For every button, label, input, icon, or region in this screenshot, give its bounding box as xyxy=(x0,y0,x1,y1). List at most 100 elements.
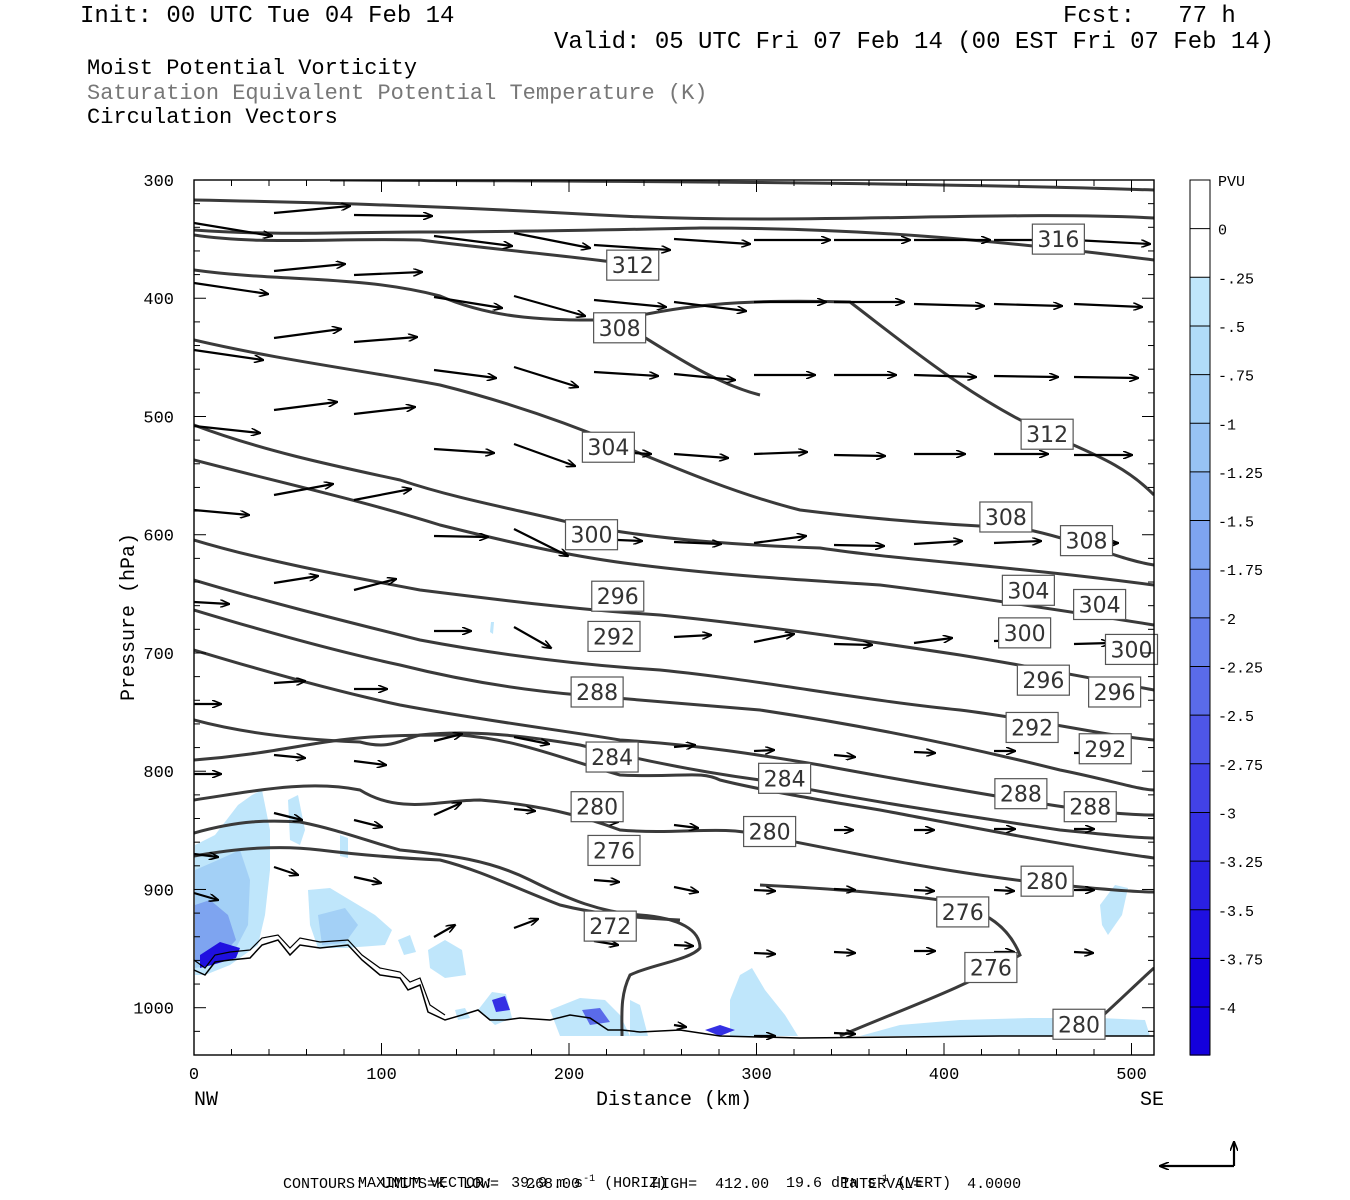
contour-label-box xyxy=(1063,791,1117,823)
circulation-vector xyxy=(673,745,695,747)
y-tick-label: 600 xyxy=(143,528,174,547)
circulation-vector xyxy=(913,752,935,753)
circulation-vector xyxy=(913,638,952,645)
colorbar-swatch xyxy=(1190,228,1210,278)
circulation-vector xyxy=(193,508,249,515)
y-tick-label: 700 xyxy=(143,646,174,665)
colorbar-label: -1.75 xyxy=(1218,563,1263,580)
axis-ticks xyxy=(193,179,1154,1055)
contour-label-box xyxy=(570,676,624,708)
contour-312-upper xyxy=(194,226,1154,262)
circulation-vector xyxy=(513,528,568,556)
contour-label: 292 xyxy=(1011,716,1053,741)
contour-label: 300 xyxy=(571,524,613,549)
colorbar-swatch xyxy=(1190,812,1210,862)
pv-area-o xyxy=(455,1008,470,1020)
colorbar-label: -3.25 xyxy=(1218,855,1263,872)
contour-label-box xyxy=(591,580,645,612)
circulation-vector xyxy=(433,295,502,308)
colorbar-swatch xyxy=(1190,909,1210,959)
circulation-vector xyxy=(353,215,432,216)
colorbar-swatch xyxy=(1190,374,1210,424)
contour-label: 308 xyxy=(599,317,641,342)
circulation-vector xyxy=(1073,238,1150,244)
reference-vector xyxy=(1160,1142,1234,1166)
circulation-vector xyxy=(193,891,218,900)
contour-label-box xyxy=(1016,664,1070,696)
max-vector-horiz-tag: (HORIZ) xyxy=(604,1175,668,1192)
contour-labels: 316 312 308 312 304 308 300 308 304 304 296 300 292 3… xyxy=(564,223,1159,1040)
y-tick-label: 300 xyxy=(143,173,174,192)
contour-label: 284 xyxy=(764,767,806,792)
contour-label: 280 xyxy=(576,796,618,821)
colorbar-label: -.5 xyxy=(1218,320,1245,337)
colorbar-swatch xyxy=(1190,180,1210,229)
x-axis-right-label: SE xyxy=(1140,1089,1164,1112)
contour-316-top xyxy=(329,180,1154,192)
circulation-vector xyxy=(913,304,984,306)
contour-label-box xyxy=(1078,733,1132,765)
y-axis-title: Pressure (hPa) xyxy=(118,533,141,701)
contour-label-box xyxy=(1104,633,1159,666)
circulation-vector xyxy=(833,644,872,645)
circulation-vector xyxy=(433,368,496,378)
contour-label: 312 xyxy=(1026,423,1068,448)
plot-frame xyxy=(193,179,1155,1056)
circulation-vector xyxy=(353,759,386,765)
colorbar-label: -2.75 xyxy=(1218,758,1263,775)
circulation-vector xyxy=(673,945,693,946)
circulation-vector xyxy=(1073,952,1093,953)
circulation-vector xyxy=(193,424,260,433)
circulation-vector xyxy=(273,206,350,215)
colorbar-label: -2.25 xyxy=(1218,661,1263,678)
colorbar-label: -1.5 xyxy=(1218,515,1254,532)
circulation-vector xyxy=(673,825,698,828)
colorbar-swatch xyxy=(1190,520,1210,570)
init-time: Init: 00 UTC Tue 04 Feb 14 xyxy=(80,3,455,30)
circulation-vector xyxy=(673,1025,686,1027)
circulation-vector xyxy=(673,372,735,380)
colorbar-label: -3.5 xyxy=(1218,904,1254,921)
x-tick-label: 300 xyxy=(741,1066,772,1085)
circulation-vector xyxy=(353,337,417,344)
contour-label-box xyxy=(587,834,641,867)
shaded-field-title: Moist Potential Vorticity xyxy=(87,56,418,81)
circulation-vector xyxy=(993,376,1058,377)
contour-label: 276 xyxy=(970,957,1012,982)
circulation-vector xyxy=(753,750,774,751)
colorbar-label: -.25 xyxy=(1218,271,1254,288)
circulation-vector xyxy=(513,919,538,930)
contour-label-box xyxy=(1005,711,1059,744)
circulation-vector xyxy=(753,890,775,891)
circulation-vector xyxy=(193,221,272,236)
contour-label-box xyxy=(1073,588,1127,621)
circulation-vector xyxy=(273,755,305,758)
valid-time: Valid: 05 UTC Fri 07 Feb 14 (00 EST Fri … xyxy=(554,29,1275,56)
contour-label: 300 xyxy=(1111,638,1153,663)
contour-label-box xyxy=(1020,418,1074,450)
pv-area-c-core xyxy=(318,908,358,945)
circulation-vector xyxy=(833,889,855,890)
contour-label: 288 xyxy=(1000,783,1042,808)
colorbar-swatch xyxy=(1190,423,1210,472)
contours-info: CONTOURS: UNITS=K LOW= 268.00 HIGH= 412.… xyxy=(283,1176,1022,1193)
circulation-vector xyxy=(673,635,711,637)
colorbar-swatch xyxy=(1190,715,1210,764)
circulation-vector xyxy=(193,348,263,360)
circulation-vector xyxy=(273,681,305,683)
pv-area-f xyxy=(1100,885,1128,935)
contour-label: 284 xyxy=(591,746,633,771)
contour-label-box xyxy=(581,431,635,463)
circulation-vector xyxy=(833,952,855,953)
colorbar-title: PVU xyxy=(1218,174,1245,191)
contour-label-box xyxy=(1088,676,1142,708)
circulation-vector xyxy=(353,407,415,416)
circulation-vector xyxy=(353,489,411,502)
circulation-vector xyxy=(273,329,341,340)
contour-label: 308 xyxy=(985,506,1027,531)
contour-label-box xyxy=(1020,865,1074,897)
circulation-vector xyxy=(993,890,1014,891)
terrain-line-shadow xyxy=(193,934,446,1016)
circulation-vector xyxy=(913,375,976,377)
max-vector-vert: 19.6 dPa s xyxy=(786,1175,877,1192)
